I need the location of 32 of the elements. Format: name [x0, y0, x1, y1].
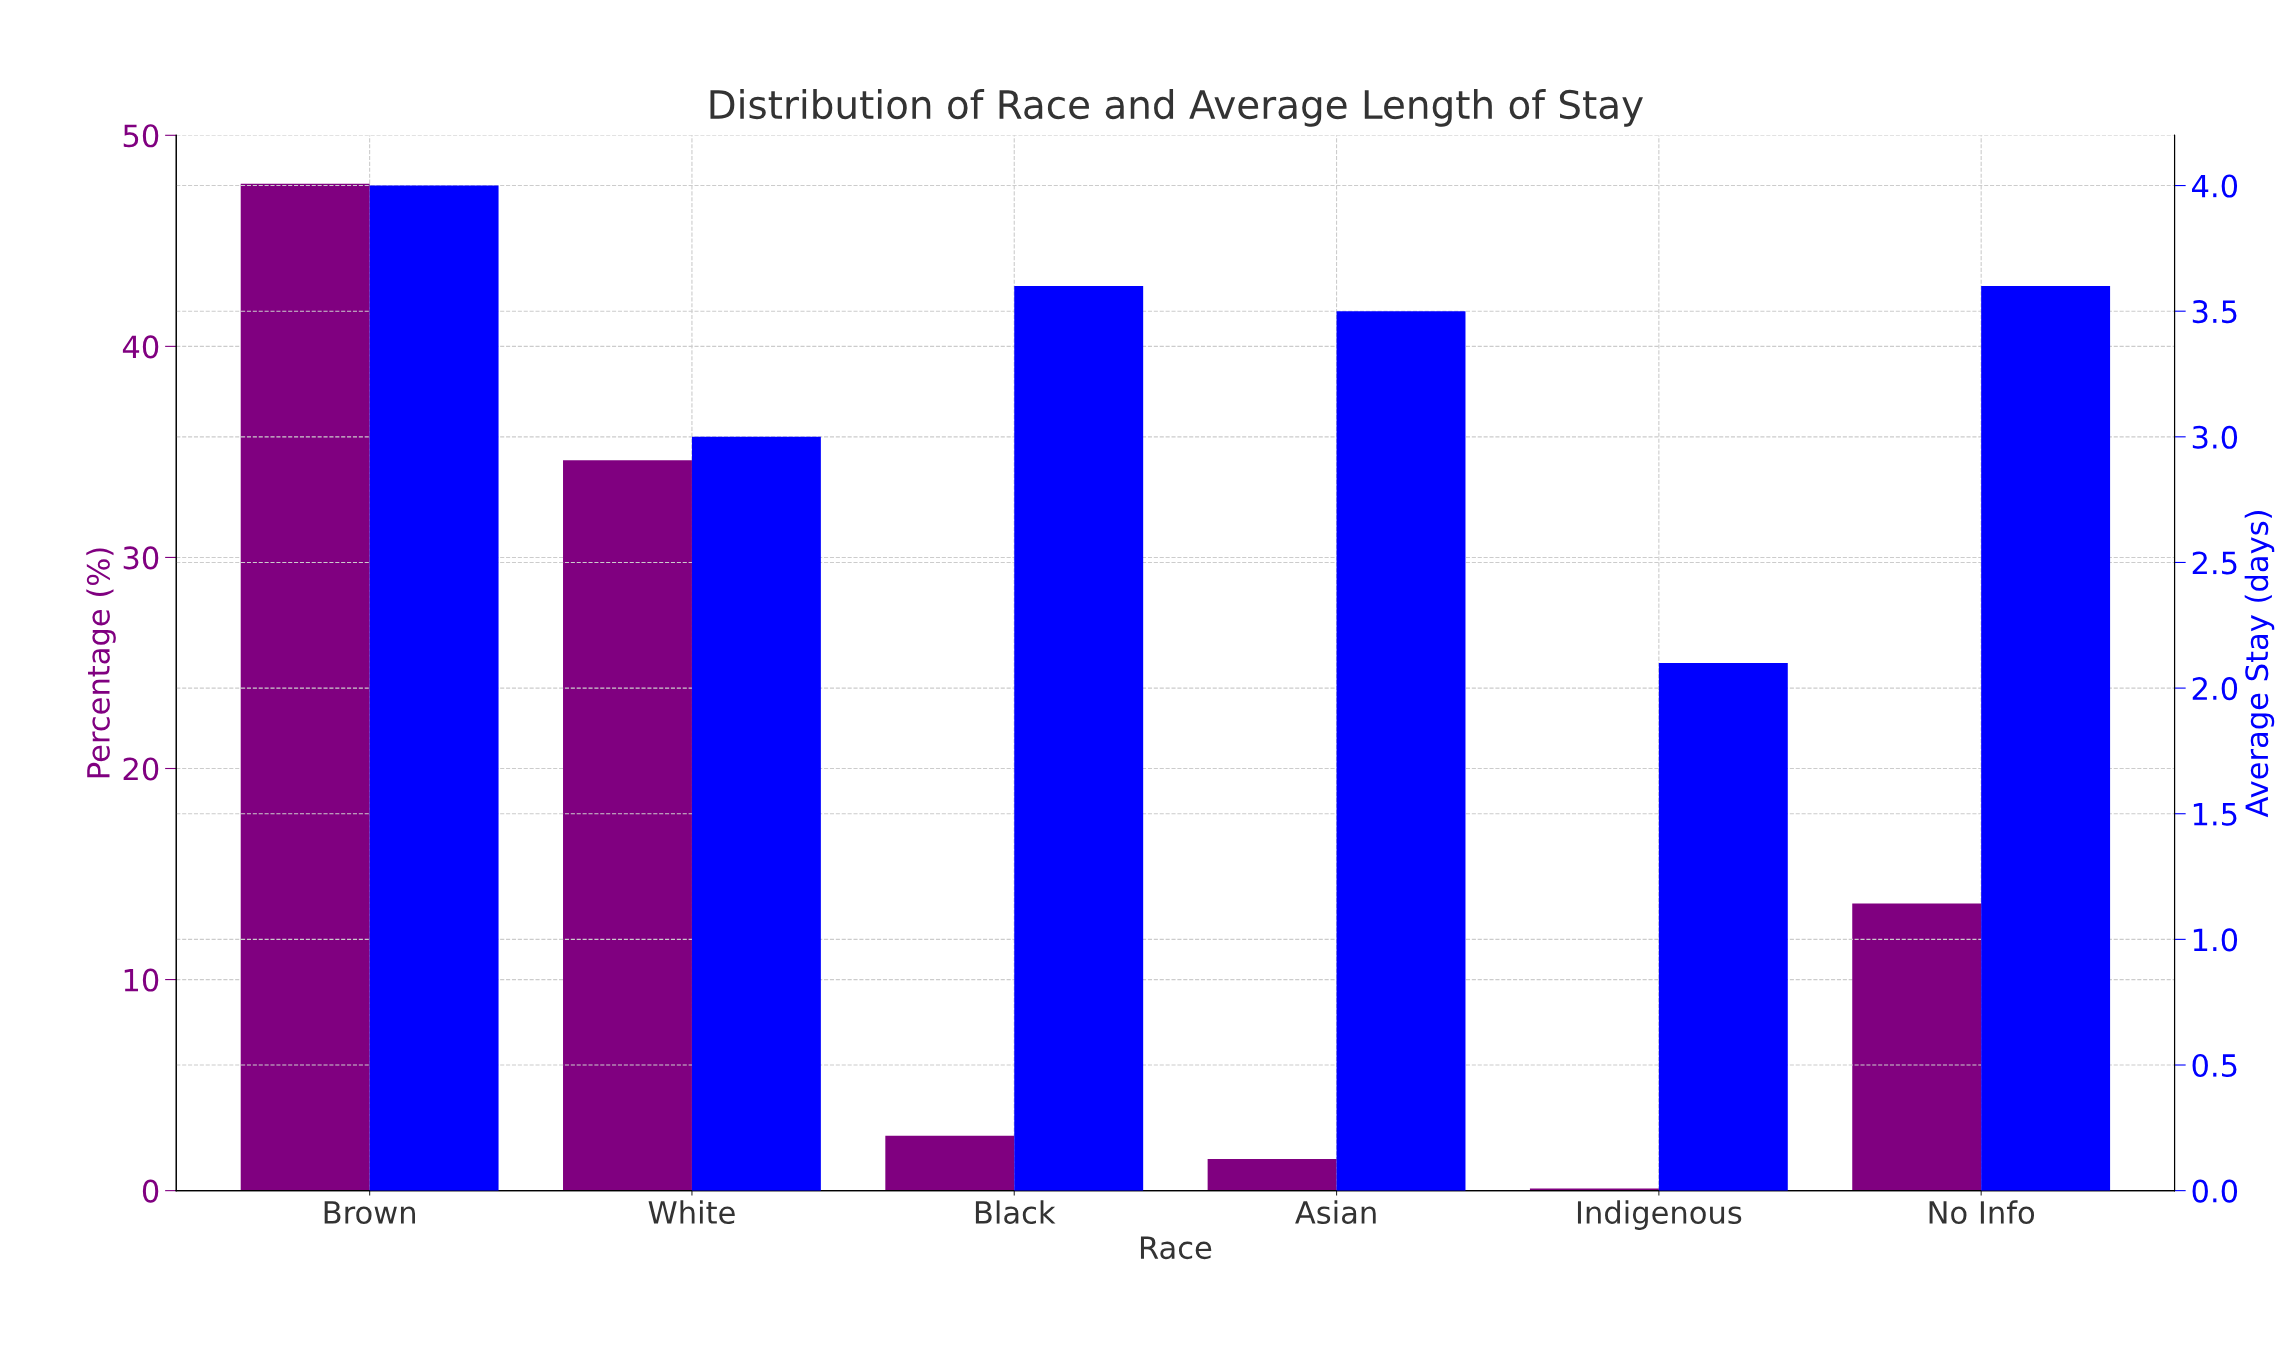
bar [1207, 1158, 1337, 1191]
y2-tick-label: 2.0 [2192, 677, 2238, 701]
bar [1658, 662, 1788, 1191]
y-tick-label: 40 [122, 335, 159, 359]
y-tick-label: 20 [123, 757, 159, 781]
y2-tick-label: 4.0 [2192, 174, 2238, 198]
bar [885, 1135, 1015, 1191]
y2-tick-label: 1.5 [2193, 803, 2237, 826]
y-tick-label: 0 [142, 1179, 159, 1203]
x-axis-title: Race [1140, 1236, 1212, 1260]
y2-tick-label: 3.0 [2192, 425, 2238, 449]
y2-axis-title: Average Stay (days) [2244, 511, 2275, 818]
y-tick-label: 30 [123, 546, 159, 570]
x-tick-label: Black [975, 1200, 1056, 1225]
bar [1014, 286, 1144, 1191]
x-tick-label: Brown [324, 1201, 415, 1225]
bar [1336, 311, 1466, 1191]
x-tick-label: White [648, 1200, 735, 1225]
y-tick-label: 50 [123, 124, 159, 148]
y2-tick-label: 1.0 [2193, 928, 2238, 952]
x-tick-label: Indigenous [1577, 1200, 1742, 1230]
bar [1852, 903, 1982, 1191]
y-tick-label: 10 [124, 968, 159, 992]
y2-tick-label: 0.5 [2192, 1053, 2237, 1078]
x-tick-label: No Info [1929, 1200, 2035, 1225]
chart-title: Distribution of Race and Average Length of Stay [710, 89, 1643, 127]
x-tick-label: Asian [1295, 1200, 1376, 1225]
y2-tick-label: 0.0 [2192, 1179, 2238, 1203]
y2-tick-label: 3.5 [2192, 300, 2237, 324]
bar [1981, 286, 2111, 1191]
y2-tick-label: 2.5 [2192, 551, 2237, 575]
y-axis-title: Percentage (%) [86, 548, 116, 778]
